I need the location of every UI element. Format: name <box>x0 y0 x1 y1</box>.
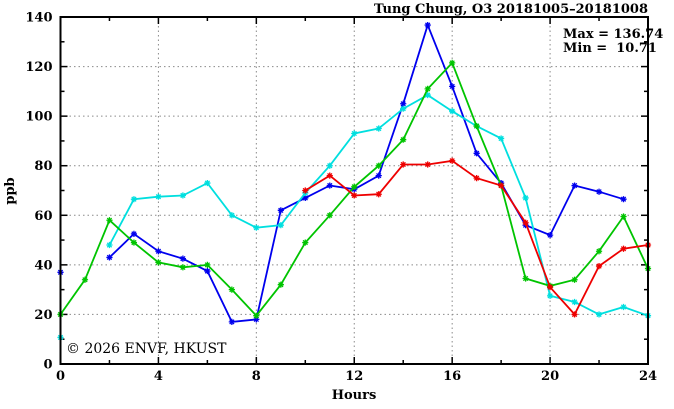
y-tick-labels: 0 20 40 60 80 100 120 140 <box>25 11 52 373</box>
y-tick-label: 100 <box>25 110 52 125</box>
y-tick-label: 20 <box>34 308 52 323</box>
y-tick-label: 40 <box>34 258 52 273</box>
plot-border <box>59 16 649 365</box>
x-tick-label: 12 <box>345 369 363 384</box>
y-axis-label: ppb <box>3 177 18 204</box>
y-tick-label: 120 <box>25 60 52 75</box>
x-tick-label: 8 <box>252 369 261 384</box>
x-tick-label: 20 <box>541 369 559 384</box>
series-blue-markers <box>57 21 627 325</box>
x-tick-label: 0 <box>56 369 65 384</box>
gridlines <box>60 17 648 364</box>
x-tick-label: 16 <box>443 369 461 384</box>
max-value-label: Max = 136.74 <box>563 27 663 42</box>
y-tick-label: 60 <box>34 209 52 224</box>
y-tick-label: 0 <box>43 358 52 373</box>
min-value-label: Min = 10.71 <box>563 41 657 56</box>
series-red-markers <box>302 157 652 318</box>
x-tick-labels: 0 4 8 12 16 20 24 <box>56 369 657 384</box>
data-series <box>57 21 652 341</box>
x-tick-label: 4 <box>154 369 163 384</box>
y-tick-label: 80 <box>34 159 52 174</box>
chart-title: Tung Chung, O3 20181005–20181008 <box>374 2 648 17</box>
series-blue-line <box>108 22 624 323</box>
x-axis-label: Hours <box>332 388 377 403</box>
watermark: © 2026 ENVF, HKUST <box>66 341 227 357</box>
x-tick-label: 24 <box>639 369 657 384</box>
y-tick-label: 140 <box>25 11 52 26</box>
